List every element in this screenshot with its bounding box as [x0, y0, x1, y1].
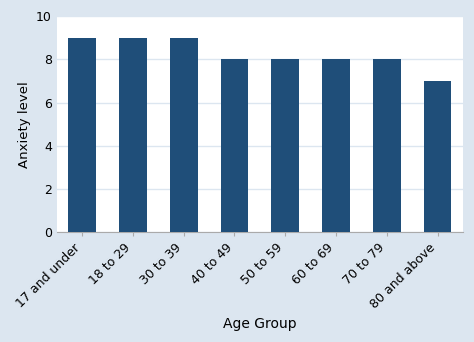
Bar [322, 60, 350, 232]
Bar [68, 38, 96, 232]
Y-axis label: Anxiety level: Anxiety level [18, 81, 30, 168]
Bar [220, 60, 248, 232]
Bar [119, 38, 147, 232]
X-axis label: Age Group: Age Group [223, 317, 297, 331]
Bar [271, 60, 299, 232]
Bar [373, 60, 401, 232]
Bar [424, 81, 451, 232]
Bar [170, 38, 198, 232]
